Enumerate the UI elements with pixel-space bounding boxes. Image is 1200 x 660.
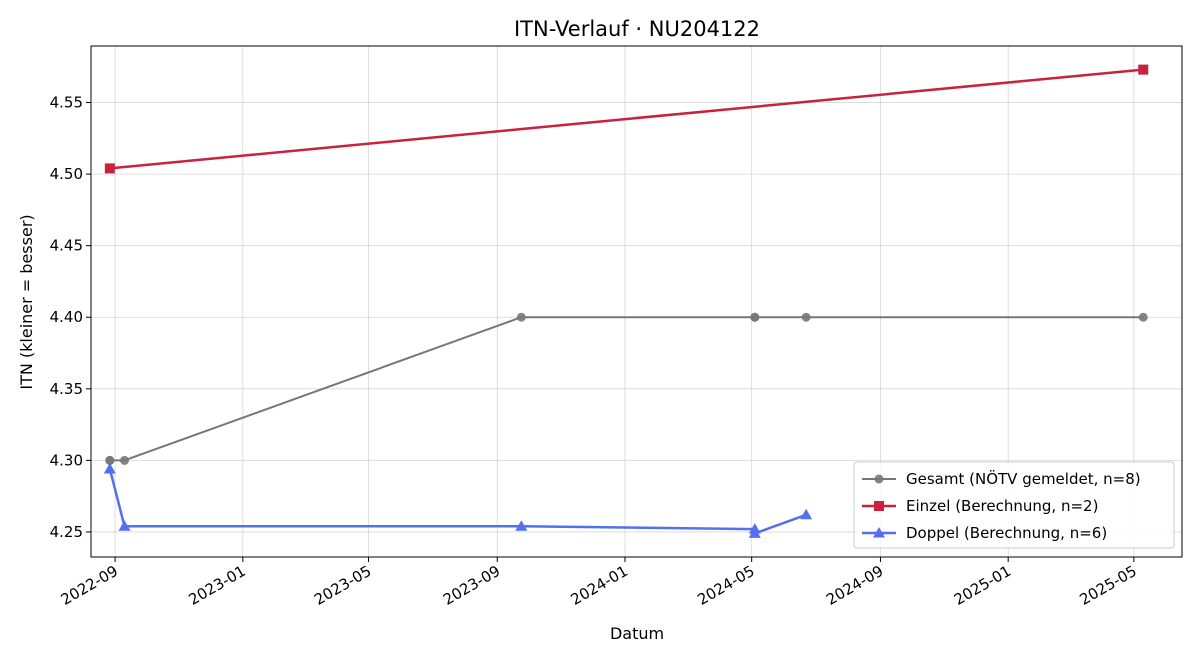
data-point [874, 474, 884, 484]
y-tick-label: 4.45 [50, 237, 83, 255]
data-point [748, 527, 761, 538]
data-point [801, 312, 811, 322]
legend-label: Einzel (Berechnung, n=2) [906, 497, 1098, 515]
data-point [873, 527, 885, 538]
x-tick-label: 2025-01 [951, 562, 1014, 609]
y-tick-label: 4.50 [50, 165, 83, 183]
data-point [516, 312, 526, 322]
x-tick-label: 2022-09 [58, 562, 121, 609]
y-tick-label: 4.55 [50, 94, 83, 112]
data-point [120, 455, 130, 465]
legend: Gesamt (NÖTV gemeldet, n=8) Einzel (Berec… [853, 461, 1175, 549]
x-tick-label: 2024-05 [694, 562, 757, 609]
y-tick-label: 4.40 [50, 308, 83, 326]
y-tick-label: 4.35 [50, 380, 83, 398]
series-layer [103, 64, 1149, 538]
data-point [105, 455, 115, 465]
data-point [800, 508, 813, 520]
plot-frame [90, 45, 1183, 558]
x-axis-ticks: 2022-09 2023-01 2023-05 2023-09 2024-01 2024-… [58, 557, 1140, 609]
data-point [103, 462, 116, 474]
data-point [104, 163, 115, 174]
data-point [874, 501, 884, 511]
y-tick-label: 4.25 [50, 523, 83, 541]
legend-item: Doppel (Berechnung, n=6) [862, 524, 1107, 542]
series-triangle [103, 462, 813, 538]
data-point [515, 520, 528, 531]
legend-label: Doppel (Berechnung, n=6) [906, 524, 1107, 542]
data-point [750, 312, 760, 322]
y-axis-ticks: 4.25 4.30 4.35 4.40 4.45 4.50 4.55 [50, 94, 91, 541]
chart-title: ITN-Verlauf · NU204122 [514, 17, 760, 41]
series-square [104, 64, 1149, 174]
x-tick-label: 2024-09 [823, 562, 886, 609]
data-point [1138, 312, 1148, 322]
x-tick-label: 2024-01 [568, 562, 631, 609]
x-tick-label: 2023-09 [440, 562, 503, 609]
x-tick-label: 2023-01 [186, 562, 249, 609]
x-axis-label: Datum [610, 624, 664, 643]
data-point [118, 520, 131, 531]
y-axis-label: ITN (kleiner = besser) [17, 214, 36, 389]
x-tick-label: 2025-05 [1077, 562, 1140, 609]
legend-item: Gesamt (NÖTV gemeldet, n=8) [862, 469, 1141, 488]
x-tick-label: 2023-05 [311, 562, 374, 609]
y-tick-label: 4.30 [50, 451, 83, 469]
data-point [1138, 64, 1149, 75]
series-circle [105, 312, 1148, 465]
legend-label: Gesamt (NÖTV gemeldet, n=8) [906, 469, 1141, 488]
series-line [108, 468, 807, 535]
legend-item: Einzel (Berechnung, n=2) [862, 497, 1098, 515]
legend-box [853, 461, 1175, 549]
series-line [109, 68, 1144, 170]
